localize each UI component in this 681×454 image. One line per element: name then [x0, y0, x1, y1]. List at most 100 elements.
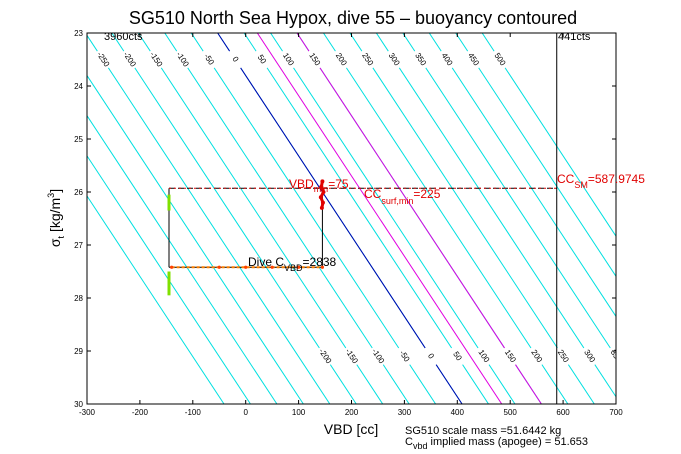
orange-point	[270, 265, 274, 269]
contour-label-bg	[331, 48, 351, 71]
annotation-vbd-min-sub: min	[314, 184, 329, 194]
contour-label-bg	[14, 48, 33, 70]
y-axis-label-sub: t	[56, 235, 66, 238]
contour-label-bg	[341, 345, 361, 368]
y-axis-label-units: [kg/m	[47, 198, 63, 236]
y-axis-label-close: ]	[47, 189, 63, 193]
orange-point	[217, 265, 221, 269]
buoyancy-contour-line	[87, 195, 225, 404]
contour-label-bg	[473, 345, 494, 368]
contour-label-bg	[384, 48, 404, 71]
x-tick-label: 600	[556, 408, 570, 417]
annotation-cc-sm-prefix: CC	[557, 172, 575, 186]
annotation-dive-c-suffix: =2838	[303, 255, 337, 269]
annotation-dive-c-vbd: Dive CVBD=2838	[248, 255, 337, 273]
buoyancy-contour-line	[428, 33, 616, 318]
buoyancy-contour-line	[137, 33, 384, 404]
buoyancy-contour-line	[375, 33, 616, 398]
x-axis-ticks: -300 -200 -100 0 100 200 300 400 500 600 700	[79, 33, 623, 417]
footer-implied-prefix: C	[405, 436, 413, 448]
footer-implied-mass: Cvbd implied mass (apogee) = 51.653	[405, 436, 588, 451]
contour-label-bg	[526, 345, 547, 368]
annotation-cc-sm-suffix: =587.9745	[588, 172, 645, 186]
annotation-cc-surf-min-prefix: CC	[364, 187, 382, 201]
buoyancy-contour-line	[164, 33, 410, 404]
buoyancy-contour-line	[349, 33, 595, 404]
y-tick-label: 23	[74, 29, 83, 38]
buoyancy-contours	[87, 33, 616, 404]
contour-label: 350	[609, 348, 624, 365]
x-tick-label: 200	[345, 408, 359, 417]
buoyancy-contour-line	[323, 33, 569, 404]
buoyancy-contour-line	[270, 33, 516, 404]
corner-label-left: 3960cts	[104, 31, 143, 43]
dive-data	[167, 179, 557, 296]
red-point	[320, 200, 325, 205]
contour-label-bg	[251, 48, 272, 71]
chart-title: SG510 North Sea Hypox, dive 55 – buoyanc…	[129, 8, 577, 28]
orange-point	[297, 265, 301, 269]
orange-point	[320, 265, 325, 269]
contour-label-bg	[225, 48, 245, 71]
y-axis-label-sup: 3	[46, 193, 56, 198]
contour-label-bg	[394, 345, 414, 368]
footer-implied-sub: vbd	[413, 441, 428, 451]
highlight-contour-line	[296, 33, 542, 404]
x-tick-label: 500	[504, 408, 518, 417]
y-axis-label: σt [kg/m3]	[46, 189, 66, 247]
x-tick-label: 0	[243, 408, 248, 417]
buoyancy-contour-line	[111, 33, 357, 404]
annotation-cc-sm-sub: SM	[574, 180, 588, 190]
buoyancy-contour-line	[87, 114, 278, 404]
corner-label-right: 441cts	[558, 31, 591, 43]
x-tick-label: 400	[451, 408, 465, 417]
annotation-vbd-min-suffix: =75	[328, 177, 349, 191]
x-tick-label: 300	[398, 408, 412, 417]
highlight-contours	[217, 33, 542, 404]
y-tick-label: 29	[74, 347, 83, 356]
contour-label-bg	[659, 345, 678, 367]
contour-label-bg	[633, 345, 652, 367]
contour-label-bg	[40, 48, 59, 70]
y-tick-label: 28	[74, 294, 83, 303]
contour-label-bg	[447, 345, 467, 368]
contour-label-bg	[278, 48, 298, 71]
contour-label: 0	[426, 352, 436, 361]
contour-label-bg	[553, 345, 573, 368]
contour-label-bg	[579, 345, 600, 368]
highlight-contour-line	[217, 33, 463, 404]
annotation-vbd-min-prefix: VBD	[289, 177, 314, 191]
contour-label: -400	[16, 50, 33, 69]
x-tick-label: 700	[609, 408, 623, 417]
contour-label: 450	[662, 348, 677, 365]
contour-label-bg	[0, 48, 7, 70]
contour-label-bg	[357, 48, 378, 71]
contour-label: -300	[69, 50, 86, 69]
contour-label-bg	[368, 345, 388, 368]
y-axis-label-sigma: σ	[47, 238, 63, 247]
y-tick-label: 25	[74, 135, 83, 144]
orange-point	[170, 265, 174, 269]
contour-label: 0	[230, 55, 240, 64]
y-tick-label: 24	[74, 82, 83, 91]
buoyancy-contour-line	[402, 33, 616, 358]
red-point	[319, 184, 324, 189]
contour-label-bg	[304, 48, 325, 71]
contour-label-bg	[437, 48, 457, 71]
contour-label-bg	[93, 48, 113, 71]
highlight-contour-line	[256, 33, 503, 404]
contour-label-bg	[146, 48, 166, 71]
annotation-vbd-min: VBDmin=75	[289, 177, 349, 194]
footer-implied-suffix: implied mass (apogee) = 51.653	[427, 436, 588, 448]
contour-label-bg	[67, 48, 86, 70]
contour-label-bg	[410, 48, 430, 71]
buoyancy-contour-line	[87, 74, 304, 404]
annotation-cc-surf-min-sub: surf,min	[381, 196, 413, 206]
contour-label-bg	[315, 345, 335, 368]
x-tick-label: -200	[132, 408, 149, 417]
contour-label-bg	[172, 48, 192, 71]
contour-label-bg	[119, 48, 139, 71]
contour-label: -350	[42, 50, 59, 69]
buoyancy-contour-line	[243, 33, 489, 404]
